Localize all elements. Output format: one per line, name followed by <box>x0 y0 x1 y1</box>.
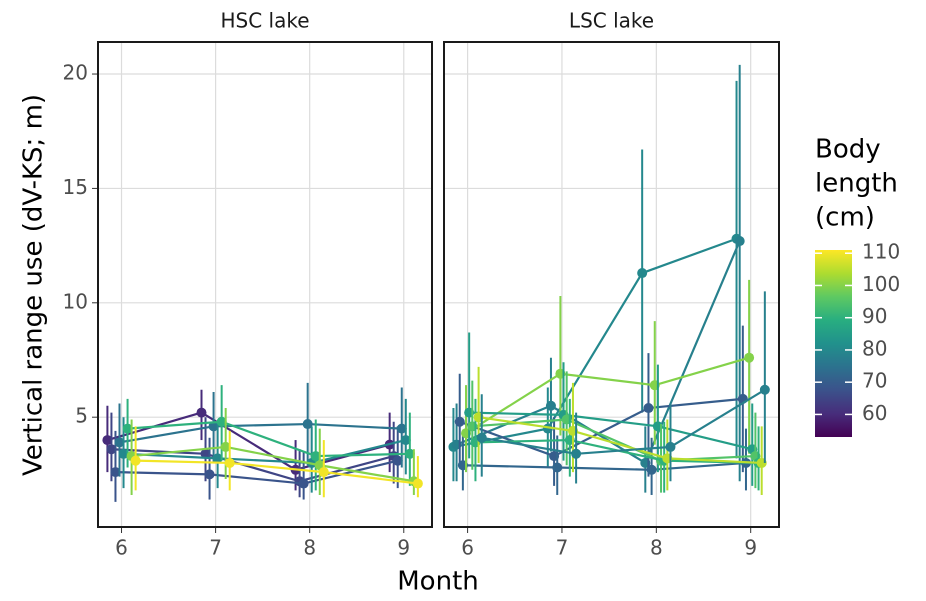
x-tick-label: 9 <box>744 536 757 560</box>
point <box>400 435 411 446</box>
point <box>106 444 117 455</box>
series-line <box>478 416 762 465</box>
series-line <box>115 459 398 485</box>
point <box>130 455 141 466</box>
point <box>318 467 329 478</box>
x-tick-label: 6 <box>115 536 128 560</box>
point <box>298 478 309 489</box>
x-tick-label: 7 <box>209 536 222 560</box>
point <box>759 384 770 395</box>
legend-title: length <box>815 169 898 199</box>
y-tick-label: 5 <box>75 404 88 428</box>
y-tick-label: 20 <box>63 61 88 85</box>
point <box>454 416 465 427</box>
point <box>476 432 487 443</box>
point <box>200 448 211 459</box>
series-line <box>135 459 419 485</box>
colorbar <box>815 250 852 437</box>
point <box>224 457 235 468</box>
point <box>552 462 563 473</box>
colorbar-label: 90 <box>862 304 887 328</box>
point <box>646 464 657 475</box>
point <box>396 423 407 434</box>
series-line <box>462 461 747 471</box>
point <box>220 441 231 452</box>
x-tick-label: 9 <box>397 536 410 560</box>
series-line <box>119 422 402 444</box>
point <box>212 453 223 464</box>
y-tick-label: 15 <box>63 175 88 199</box>
panel-border <box>443 41 780 528</box>
point <box>310 451 321 462</box>
point <box>392 455 403 466</box>
series-line <box>131 445 415 483</box>
y-axis-title: Vertical range use (dV-KS; m) <box>19 94 49 476</box>
point <box>114 437 125 448</box>
facet-title: HSC lake <box>220 9 309 33</box>
panel-background <box>444 42 779 527</box>
series-line <box>465 356 750 435</box>
facet-panel: LSC lake 6 7 8 9 <box>443 9 780 560</box>
x-axis-title: Month <box>397 567 479 597</box>
colorbar-label: 80 <box>862 336 887 360</box>
series-line <box>127 420 410 458</box>
colorbar-label: 70 <box>862 369 887 393</box>
point <box>637 268 648 279</box>
point <box>571 448 582 459</box>
facet-panel: HSC lake 6 7 8 9 <box>97 9 433 560</box>
point <box>744 352 755 363</box>
legend-title: Body <box>815 135 881 165</box>
point <box>208 421 219 432</box>
series-line <box>123 438 407 465</box>
x-tick-label: 7 <box>556 536 569 560</box>
point <box>665 441 676 452</box>
panel-border <box>97 41 433 528</box>
point <box>204 469 215 480</box>
point <box>110 467 121 478</box>
point <box>404 448 415 459</box>
point <box>122 423 133 434</box>
point <box>412 478 423 489</box>
series-line <box>111 448 394 483</box>
colorbar-label: 100 <box>862 272 900 296</box>
point <box>643 403 654 414</box>
point <box>196 407 207 418</box>
facet-title: LSC lake <box>569 9 654 33</box>
y-tick-label: 10 <box>63 289 88 313</box>
point <box>545 400 556 411</box>
legend-title: (cm) <box>815 203 875 233</box>
colorbar-label: 60 <box>862 401 887 425</box>
point <box>302 419 313 430</box>
x-tick-label: 6 <box>461 536 474 560</box>
point <box>734 236 745 247</box>
series-line <box>469 411 753 451</box>
colorbar-label: 110 <box>862 240 900 264</box>
series-line <box>459 397 743 458</box>
x-tick-label: 8 <box>650 536 663 560</box>
series-line <box>481 388 766 455</box>
x-tick-label: 8 <box>303 536 316 560</box>
point <box>102 435 113 446</box>
point <box>118 448 129 459</box>
point <box>216 416 227 427</box>
